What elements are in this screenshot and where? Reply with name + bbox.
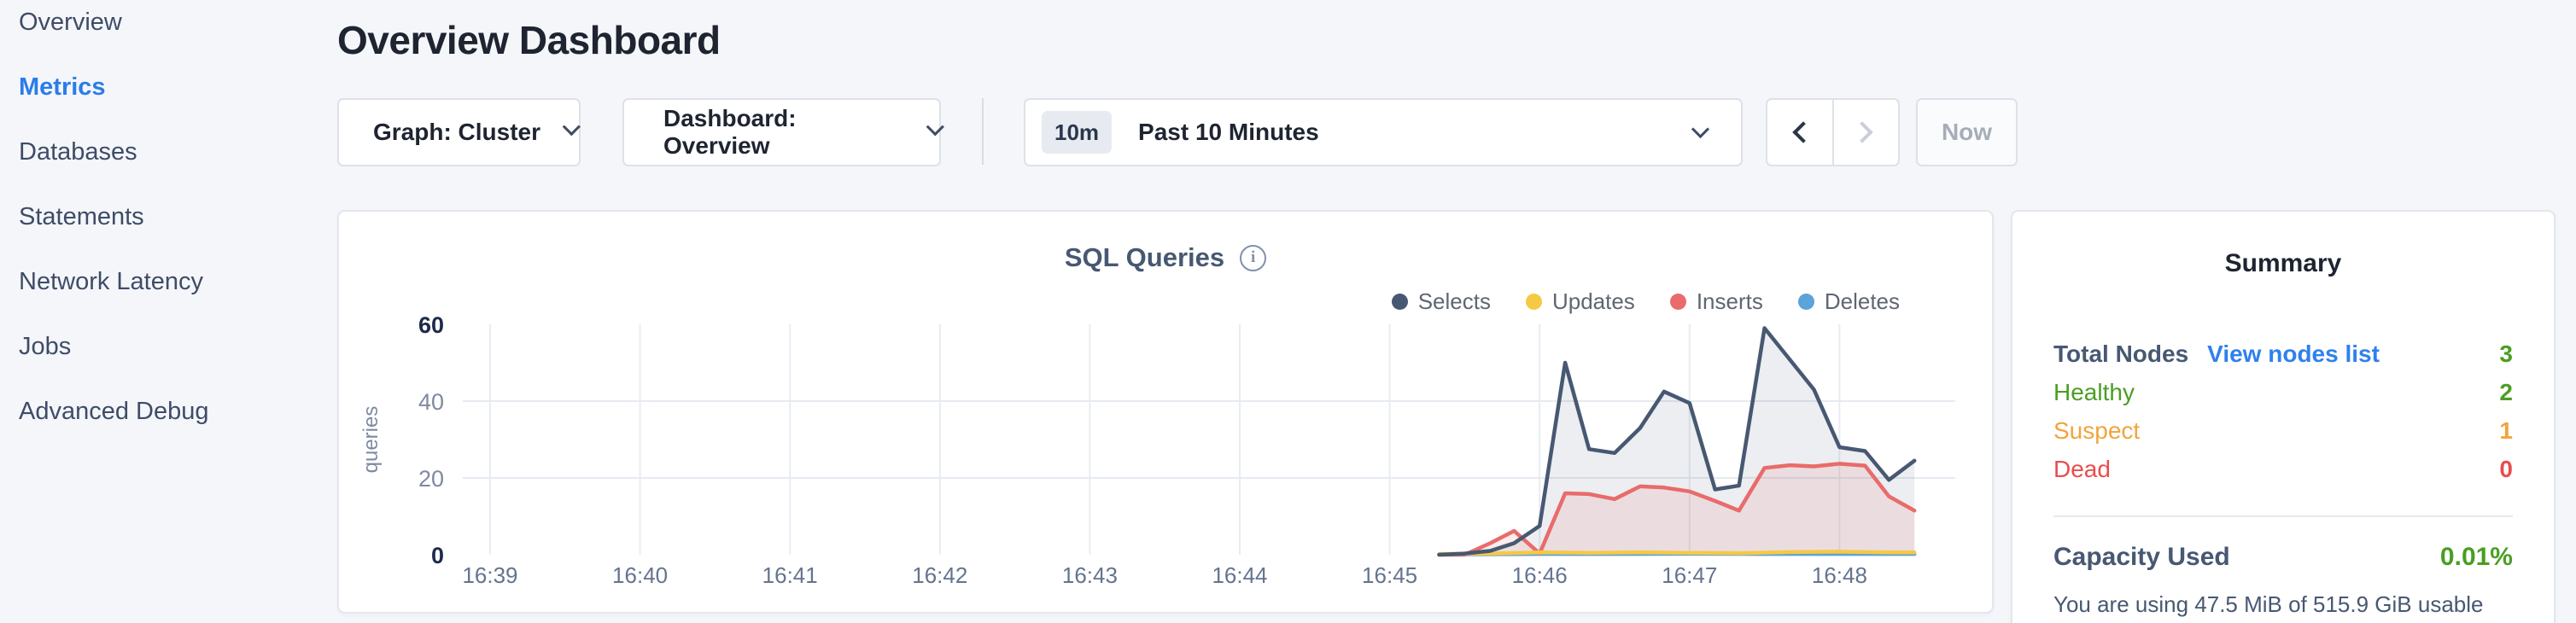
legend-item-updates[interactable]: Updates (1525, 288, 1635, 315)
time-range-label: Past 10 Minutes (1138, 119, 1319, 145)
time-range-dropdown[interactable]: 10m Past 10 Minutes (1024, 98, 1743, 166)
healthy-label: Healthy (2053, 378, 2135, 405)
total-nodes-label: Total Nodes (2053, 340, 2189, 367)
info-icon[interactable]: i (1240, 244, 1267, 271)
legend-dot-updates (1525, 294, 1542, 310)
chart-legend: Selects Updates Inserts Deletes (1391, 288, 1900, 315)
suspect-label: Suspect (2053, 416, 2141, 444)
dead-label: Dead (2053, 455, 2111, 482)
legend-dot-inserts (1669, 294, 1686, 310)
sidebar: Overview Metrics Databases Statements Ne… (0, 0, 324, 623)
y-tick-label: 40 (418, 389, 444, 415)
capacity-used-value: 0.01% (2439, 543, 2513, 571)
sidebar-item-network-latency[interactable]: Network Latency (19, 267, 203, 295)
x-tick-label: 16:47 (1662, 562, 1717, 588)
chevron-down-icon (926, 117, 944, 136)
legend-label: Updates (1551, 288, 1635, 314)
series-line-updates (1437, 550, 1917, 556)
sidebar-item-overview[interactable]: Overview (19, 8, 122, 36)
series-fill-inserts (1439, 463, 1915, 555)
suspect-value: 1 (2499, 416, 2513, 444)
x-tick-label: 16:45 (1362, 562, 1417, 588)
capacity-description: You are using 47.5 MiB of 515.9 GiB usab… (2053, 591, 2484, 617)
legend-dot-selects (1391, 294, 1408, 310)
x-tick-label: 16:41 (762, 562, 818, 588)
chevron-left-icon (1792, 121, 1814, 143)
x-tick-label: 16:39 (462, 562, 517, 588)
summary-row-dead: Dead 0 (2053, 450, 2513, 488)
series-line-inserts (1437, 462, 1917, 557)
legend-label: Selects (1417, 288, 1491, 314)
x-tick-label: 16:40 (612, 562, 668, 588)
chart-title: SQL Queries (1064, 242, 1225, 272)
time-shift-button-group (1766, 98, 1900, 166)
x-tick-label: 16:48 (1812, 562, 1867, 588)
time-range-badge: 10m (1042, 111, 1113, 154)
x-tick-label: 16:42 (912, 562, 967, 588)
total-nodes-value: 3 (2499, 340, 2513, 367)
summary-row-total-nodes: Total Nodes View nodes list 3 (2053, 335, 2513, 373)
x-tick-label: 16:46 (1512, 562, 1568, 588)
time-shift-prev-button[interactable] (1767, 100, 1834, 165)
chevron-down-icon (1691, 119, 1710, 138)
legend-label: Inserts (1696, 288, 1763, 314)
sidebar-item-metrics[interactable]: Metrics (19, 73, 106, 101)
healthy-value: 2 (2499, 378, 2513, 405)
capacity-used-row: Capacity Used 0.01% (2012, 543, 2554, 572)
legend-item-deletes[interactable]: Deletes (1797, 288, 1900, 315)
y-axis-label: queries (359, 406, 383, 474)
dead-value: 0 (2499, 455, 2513, 482)
summary-row-suspect: Suspect 1 (2053, 411, 2513, 450)
graph-dropdown[interactable]: Graph: Cluster (337, 98, 581, 166)
legend-dot-deletes (1797, 294, 1814, 310)
sql-queries-chart-card: 16:39 16:40 16:41 16:42 16:43 16:44 16:45 16:46… (337, 210, 1994, 614)
series-fill-selects (1439, 328, 1915, 555)
summary-divider (2053, 515, 2513, 517)
toolbar: Graph: Cluster Dashboard: Overview 10m P… (0, 98, 2576, 166)
x-tick-label: 16:43 (1062, 562, 1118, 588)
summary-row-healthy: Healthy 2 (2053, 373, 2513, 411)
graph-dropdown-label: Graph: Cluster (373, 119, 541, 145)
now-button[interactable]: Now (1916, 98, 2018, 166)
time-shift-next-button[interactable] (1834, 100, 1899, 165)
dashboard-dropdown-label: Dashboard: Overview (663, 105, 797, 159)
y-tick-label: 20 (418, 466, 444, 492)
dashboard-dropdown[interactable]: Dashboard: Overview (622, 98, 944, 166)
sidebar-item-statements[interactable]: Statements (19, 202, 144, 230)
toolbar-divider (982, 98, 984, 165)
x-tick-label: 16:44 (1212, 562, 1267, 588)
capacity-used-label: Capacity Used (2053, 543, 2230, 571)
legend-item-selects[interactable]: Selects (1391, 288, 1491, 315)
chevron-right-icon (1851, 121, 1873, 143)
sidebar-nav-list: Overview Metrics Databases Statements Ne… (0, 0, 324, 444)
view-nodes-list-link[interactable]: View nodes list (2207, 340, 2380, 367)
sidebar-item-databases[interactable]: Databases (19, 137, 137, 166)
sql-queries-chart[interactable]: 16:39 16:40 16:41 16:42 16:43 16:44 16:45 16:46… (339, 212, 1992, 612)
sidebar-item-advanced-debug[interactable]: Advanced Debug (19, 397, 209, 425)
legend-label: Deletes (1824, 288, 1900, 314)
sidebar-item-jobs[interactable]: Jobs (19, 332, 72, 360)
page-title: Overview Dashboard (337, 18, 721, 62)
summary-panel: Summary Total Nodes View nodes list 3 He… (2011, 210, 2556, 623)
y-tick-label: 60 (418, 312, 444, 338)
legend-item-inserts[interactable]: Inserts (1669, 288, 1763, 315)
summary-title: Summary (2224, 249, 2342, 277)
chevron-down-icon (562, 117, 581, 136)
chart-title-row: SQL Queries i (339, 242, 1992, 273)
y-tick-label: 0 (431, 543, 444, 568)
series-line-selects (1437, 326, 1917, 557)
summary-rows: Total Nodes View nodes list 3 Healthy 2 … (2012, 335, 2554, 488)
